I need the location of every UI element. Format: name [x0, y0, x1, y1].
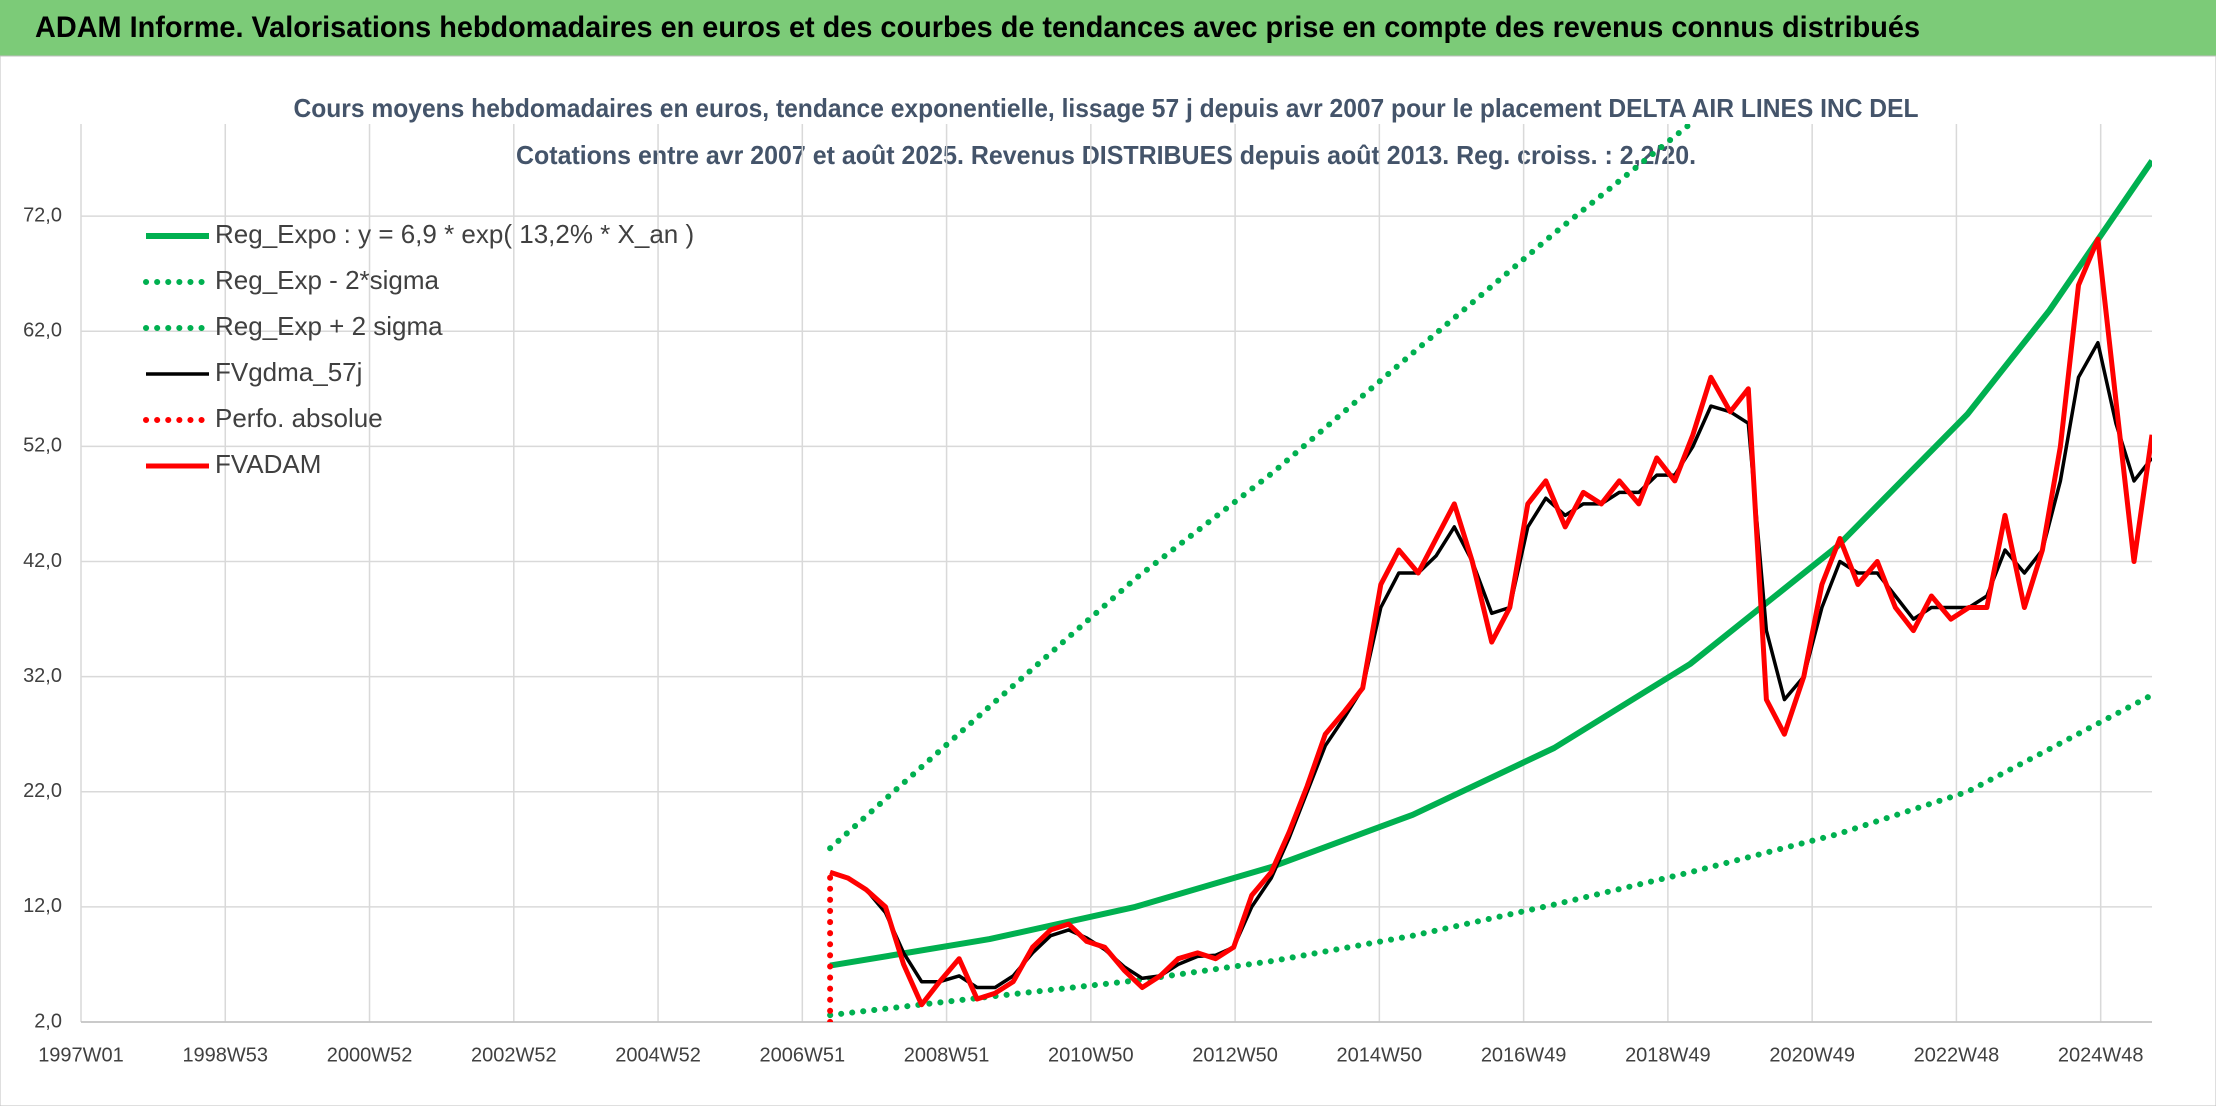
- x-tick-label: 2004W52: [615, 1044, 701, 1066]
- y-tick-label: 62,0: [23, 320, 62, 342]
- x-tick-label: 2012W50: [1192, 1044, 1278, 1066]
- x-tick-label: 2018W49: [1625, 1044, 1711, 1066]
- plot-area: [827, 124, 2152, 1022]
- x-tick-label: 2020W49: [1769, 1044, 1855, 1066]
- y-tick-label: 32,0: [23, 665, 62, 687]
- y-tick-label: 2,0: [34, 1010, 62, 1032]
- series-line: [827, 124, 1695, 852]
- x-tick-label: 2000W52: [327, 1044, 413, 1066]
- series-line: [827, 692, 2152, 1019]
- series-line: [829, 340, 2152, 990]
- legend-label: Reg_Exp - 2*sigma: [215, 265, 440, 295]
- chart-subtitle: Cotations entre avr 2007 et août 2025. R…: [516, 140, 1696, 170]
- legend-label: Perfo. absolue: [215, 403, 383, 433]
- legend-label: Reg_Expo : y = 6,9 * exp( 13,2% * X_an ): [215, 219, 694, 249]
- y-tick-label: 12,0: [23, 895, 62, 917]
- legend-label: Reg_Exp + 2 sigma: [215, 311, 443, 341]
- header-bar: [0, 0, 2216, 56]
- x-tick-label: 2014W50: [1337, 1044, 1423, 1066]
- y-tick-label: 72,0: [23, 204, 62, 226]
- legend-label: FVADAM: [215, 449, 321, 479]
- x-tick-label: 2022W48: [1914, 1044, 2000, 1066]
- y-tick-label: 42,0: [23, 550, 62, 572]
- legend-label: FVgdma_57j: [215, 357, 362, 387]
- x-tick-label: 1997W01: [38, 1044, 124, 1066]
- x-tick-label: 2024W48: [2058, 1044, 2144, 1066]
- x-tick-label: 2006W51: [760, 1044, 846, 1066]
- chart-title: Cours moyens hebdomadaires en euros, ten…: [294, 93, 1919, 123]
- series-line: [829, 236, 2152, 1008]
- y-tick-label: 22,0: [23, 780, 62, 802]
- header-title: ADAM Informe. Valorisations hebdomadaire…: [35, 11, 1920, 44]
- x-tick-label: 2008W51: [904, 1044, 990, 1066]
- x-tick-label: 2010W50: [1048, 1044, 1134, 1066]
- x-tick-label: 2002W52: [471, 1044, 557, 1066]
- x-tick-label: 1998W53: [182, 1044, 268, 1066]
- x-tick-label: 2016W49: [1481, 1044, 1567, 1066]
- series-line: [829, 159, 2152, 969]
- y-tick-label: 52,0: [23, 435, 62, 457]
